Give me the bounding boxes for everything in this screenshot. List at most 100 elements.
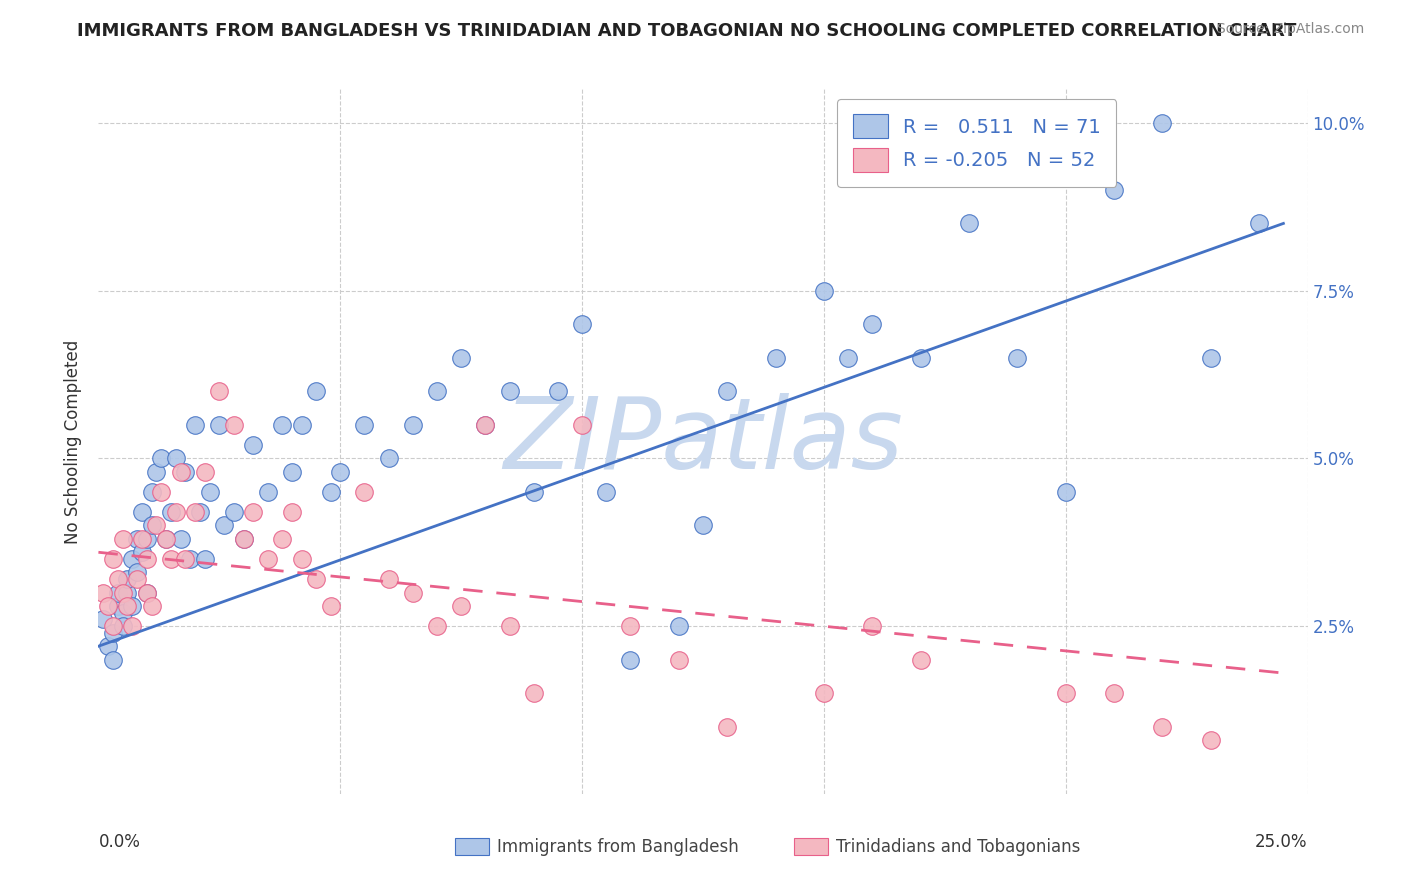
Point (184, 417, 207, 432)
Point (474, 417, 496, 432)
Point (242, 505, 264, 519)
Point (837, 351, 859, 365)
Point (402, 585, 425, 599)
Point (910, 351, 932, 365)
Point (281, 505, 304, 519)
Point (290, 417, 312, 432)
Point (222, 505, 245, 519)
Y-axis label: No Schooling Completed: No Schooling Completed (65, 340, 83, 543)
Point (121, 552, 143, 566)
Point (860, 619, 883, 633)
Point (169, 465, 191, 479)
Point (668, 619, 690, 633)
Text: 0.0%: 0.0% (98, 832, 141, 851)
Point (716, 384, 738, 399)
Point (813, 284, 835, 298)
Bar (793, 838, 828, 855)
Point (426, 384, 449, 399)
Point (117, 599, 139, 613)
Point (131, 545, 153, 559)
Point (145, 465, 167, 479)
Point (305, 572, 328, 586)
Point (232, 532, 254, 546)
Point (101, 625, 124, 640)
Point (813, 686, 835, 700)
Point (222, 417, 245, 432)
Point (91, 612, 114, 626)
Point (107, 572, 129, 586)
Point (91, 585, 114, 599)
Point (242, 438, 264, 452)
Point (150, 451, 173, 466)
Point (208, 417, 231, 432)
Point (121, 599, 143, 613)
Point (111, 619, 134, 633)
Point (150, 484, 173, 499)
Point (256, 484, 278, 499)
Point (97, 599, 120, 613)
Point (547, 384, 569, 399)
Point (1199, 351, 1222, 365)
Point (290, 552, 312, 566)
Point (135, 585, 157, 599)
Point (692, 518, 714, 533)
Point (101, 552, 124, 566)
Point (1249, 216, 1271, 230)
Point (135, 585, 157, 599)
Point (160, 552, 183, 566)
Point (107, 585, 129, 599)
Point (111, 606, 134, 620)
Point (97, 639, 120, 653)
Point (1054, 686, 1077, 700)
Point (111, 585, 134, 599)
Point (1007, 351, 1029, 365)
Point (377, 572, 399, 586)
Point (319, 484, 342, 499)
Point (141, 518, 163, 533)
Point (194, 552, 217, 566)
Point (117, 585, 139, 599)
Point (198, 484, 221, 499)
Point (1054, 484, 1077, 499)
Point (141, 599, 163, 613)
Point (474, 417, 496, 432)
Point (256, 552, 278, 566)
Point (174, 465, 197, 479)
Point (571, 417, 593, 432)
Point (160, 505, 183, 519)
Point (179, 552, 201, 566)
Point (426, 619, 449, 633)
Point (127, 532, 149, 546)
Point (271, 532, 294, 546)
Legend: R =   0.511   N = 71, R = -0.205   N = 52: R = 0.511 N = 71, R = -0.205 N = 52 (837, 99, 1116, 187)
Point (135, 532, 157, 546)
Point (1152, 720, 1174, 734)
Point (595, 484, 617, 499)
Point (377, 451, 399, 466)
Point (165, 451, 187, 466)
Point (305, 384, 328, 399)
Point (155, 532, 177, 546)
Point (208, 384, 231, 399)
Point (716, 720, 738, 734)
Point (402, 417, 425, 432)
Point (135, 552, 157, 566)
Point (127, 566, 149, 580)
Point (107, 599, 129, 613)
Point (131, 505, 153, 519)
Point (353, 417, 375, 432)
Point (184, 505, 207, 519)
Text: 25.0%: 25.0% (1256, 832, 1308, 851)
Point (329, 465, 352, 479)
Point (188, 505, 211, 519)
Point (165, 505, 187, 519)
Point (121, 619, 143, 633)
Text: Source: ZipAtlas.com: Source: ZipAtlas.com (1216, 22, 1364, 37)
Text: IMMIGRANTS FROM BANGLADESH VS TRINIDADIAN AND TOBAGONIAN NO SCHOOLING COMPLETED : IMMIGRANTS FROM BANGLADESH VS TRINIDADIA… (77, 22, 1296, 40)
Point (319, 599, 342, 613)
Point (619, 619, 641, 633)
Text: Immigrants from Bangladesh: Immigrants from Bangladesh (498, 838, 740, 855)
Point (141, 484, 163, 499)
Point (523, 686, 546, 700)
Bar (456, 838, 489, 855)
